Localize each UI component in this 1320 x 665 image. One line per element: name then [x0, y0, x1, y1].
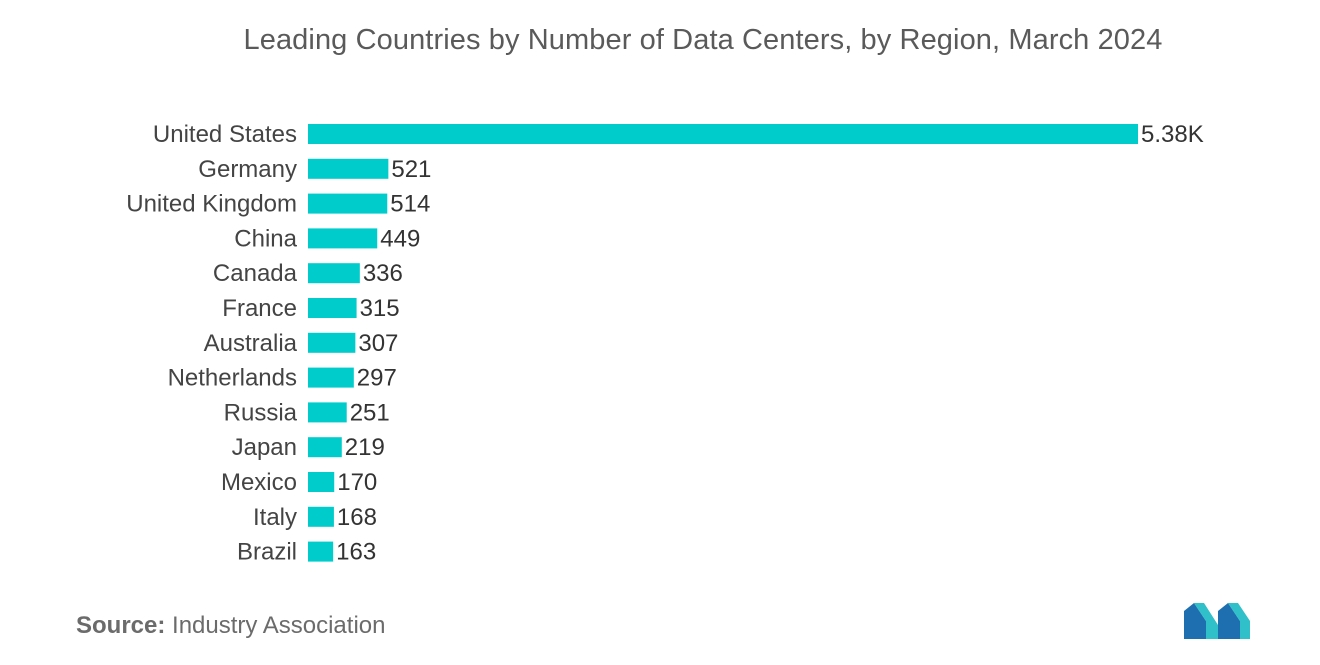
bar	[308, 332, 356, 353]
bar	[308, 228, 378, 249]
bar	[308, 437, 342, 458]
bar	[308, 367, 354, 388]
chart-title: Leading Countries by Number of Data Cent…	[243, 24, 1163, 56]
bar	[308, 158, 389, 179]
source-label: Source:	[76, 612, 166, 639]
value-label: 307	[358, 330, 398, 357]
value-label: 168	[337, 504, 377, 531]
source-note: Source: Industry Association	[76, 612, 385, 640]
value-label: 336	[363, 260, 403, 287]
category-label: Italy	[253, 504, 297, 531]
bar	[308, 541, 334, 562]
value-label: 251	[350, 399, 390, 426]
category-label: Russia	[224, 399, 298, 426]
bar	[308, 193, 388, 214]
category-label: Australia	[204, 330, 298, 357]
category-label: France	[222, 295, 297, 322]
bar	[308, 402, 347, 423]
source-text: Industry Association	[172, 612, 386, 639]
value-label: 521	[391, 156, 431, 183]
value-label: 514	[390, 191, 430, 218]
category-label: Mexico	[221, 469, 297, 496]
value-label: 219	[345, 434, 385, 461]
category-label: Brazil	[237, 539, 297, 566]
category-label: Japan	[232, 434, 297, 461]
category-label: China	[234, 225, 297, 252]
value-label: 449	[380, 225, 420, 252]
bar	[308, 298, 357, 318]
bar	[308, 472, 335, 492]
value-label: 163	[336, 539, 376, 566]
value-label: 315	[360, 295, 400, 322]
bar	[308, 506, 334, 527]
category-label: Canada	[213, 260, 298, 287]
mordor-intelligence-logo-icon	[1184, 603, 1250, 639]
category-label: Germany	[198, 156, 297, 183]
category-label: United Kingdom	[126, 191, 297, 218]
bar	[308, 263, 360, 284]
category-label: Netherlands	[168, 365, 297, 392]
bar	[308, 124, 1138, 144]
category-label: United States	[153, 121, 297, 148]
value-label: 170	[337, 469, 377, 496]
value-label: 5.38K	[1141, 121, 1204, 148]
value-label: 297	[357, 365, 397, 392]
bar-chart: United States 5.38K Germany 521 United Kingd…	[126, 121, 1204, 566]
